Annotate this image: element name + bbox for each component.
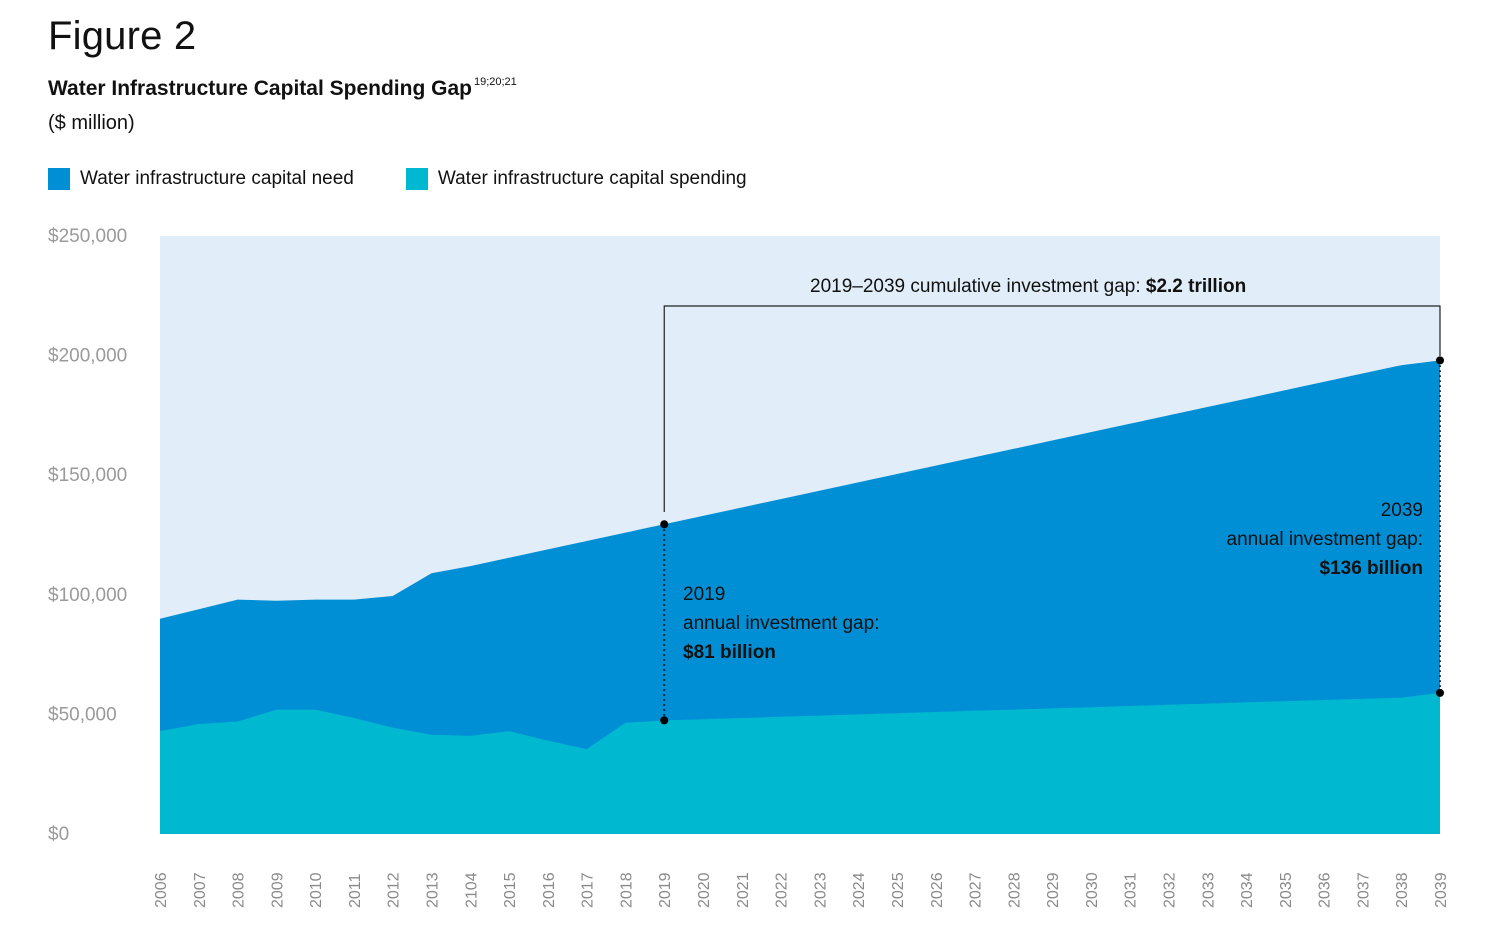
x-tick-label: 2028 [1006,872,1023,908]
gap-2039-bottom-marker [1436,688,1444,697]
x-tick-label: 2009 [269,872,286,908]
x-tick-label: 2026 [929,872,946,908]
legend-swatch-need [48,168,70,190]
legend: Water infrastructure capital need Water … [48,168,799,190]
x-axis: 2006 2007 2008 2009 2010 2011 2012 2013 2104 2015… [153,872,1450,908]
gap-2019-year: 2019 [683,584,725,605]
x-tick-label: 2006 [153,872,170,908]
x-tick-label: 2039 [1433,872,1450,908]
y-tick-label: $250,000 [48,226,127,247]
y-tick-label: $0 [48,824,69,845]
gap-2039-label: annual investment gap: [1227,529,1423,550]
x-tick-label: 2007 [192,872,209,908]
x-tick-label: 2010 [308,872,325,908]
legend-label-need: Water infrastructure capital need [80,168,354,189]
chart-title: Water Infrastructure Capital Spending Ga… [48,76,517,101]
x-tick-label: 2034 [1239,872,1256,908]
x-tick-label: 2038 [1394,872,1411,908]
x-tick-label: 2018 [618,872,635,908]
x-tick-label: 2035 [1278,872,1295,908]
spending-area [160,692,1440,834]
x-tick-label: 2013 [425,872,442,908]
x-tick-label: 2011 [347,873,364,908]
chart-title-references: 19;20;21 [473,76,517,88]
x-tick-label: 2025 [890,872,907,908]
x-tick-label: 2012 [386,872,403,908]
x-tick-label: 2024 [851,872,868,908]
x-tick-label: 2015 [502,872,519,908]
legend-swatch-spending [405,168,428,190]
y-tick-label: $150,000 [48,465,127,486]
annotations: 2019–2039 cumulative investment gap: $2.… [660,276,1444,725]
chart-title-text: Water Infrastructure Capital Spending Ga… [48,77,472,100]
cumulative-gap-value: $2.2 trillion [1146,276,1246,297]
x-tick-label: 2032 [1161,872,1178,908]
x-tick-label: 2019 [657,872,674,908]
chart-areas [160,360,1440,834]
x-tick-label: 2021 [735,872,752,908]
figure-label: Figure 2 [48,14,197,58]
cumulative-gap-label: 2019–2039 cumulative investment gap: $2.… [810,276,1246,297]
x-tick-label: 2037 [1355,872,1372,908]
y-tick-label: $100,000 [48,585,127,606]
legend-label-spending: Water infrastructure capital spending [437,168,747,189]
legend-item-need: Water infrastructure capital need [48,168,354,190]
x-tick-label: 2031 [1123,872,1140,908]
x-tick-label: 2036 [1317,872,1334,908]
y-tick-label: $200,000 [48,346,127,367]
x-tick-label: 2027 [968,872,985,908]
x-tick-label: 2020 [696,872,713,908]
x-tick-label: 2033 [1200,872,1217,908]
gap-2039-top-marker [1436,356,1444,365]
x-tick-label: 2104 [463,872,480,908]
gap-2039-value: $136 billion [1320,558,1423,579]
x-tick-label: 2023 [812,872,829,908]
x-tick-label: 2016 [541,872,558,908]
y-tick-label: $50,000 [48,704,117,725]
cumulative-gap-text: 2019–2039 cumulative investment gap: [810,276,1146,297]
cumulative-gap-bracket [663,305,1441,512]
gap-2019-top-marker [660,520,669,529]
x-tick-label: 2029 [1045,872,1062,908]
units-label: ($ million) [48,112,135,134]
y-axis: $0 $50,000 $100,000 $150,000 $200,000 $250,00… [48,226,127,845]
gap-2039-year: 2039 [1381,500,1423,521]
x-tick-label: 2030 [1084,872,1101,908]
gap-2019-label: annual investment gap: [683,613,879,634]
gap-2019-value: $81 billion [683,642,776,663]
gap-2019-bottom-marker [660,716,669,725]
x-tick-label: 2008 [231,872,248,908]
x-tick-label: 2022 [774,872,791,908]
x-tick-label: 2017 [580,872,597,908]
legend-item-spending: Water infrastructure capital spending [405,168,747,190]
